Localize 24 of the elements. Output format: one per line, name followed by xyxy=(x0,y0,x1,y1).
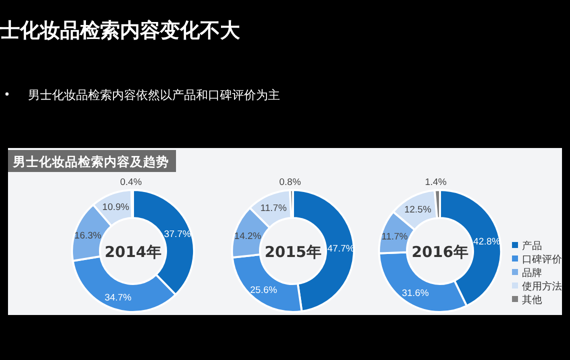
data-label: 25.6% xyxy=(250,284,278,296)
data-label: 37.7% xyxy=(164,228,192,240)
data-label: 11.7% xyxy=(260,203,288,214)
data-label: 31.6% xyxy=(402,288,430,300)
data-label: 11.7% xyxy=(381,231,408,242)
data-label: 14.2% xyxy=(234,231,262,242)
data-label: 10.9% xyxy=(102,202,130,214)
text: 2015年 xyxy=(264,243,322,261)
data-label: 16.3% xyxy=(74,230,102,242)
legend-label: 产品 xyxy=(522,240,542,252)
text: 2016年 xyxy=(412,243,468,261)
legend-label: 口碑评价 xyxy=(522,254,562,266)
data-label: 0.8% xyxy=(279,177,302,188)
text: 士化妆品检索内容变化不大 xyxy=(0,18,241,42)
data-label: 1.4% xyxy=(424,177,448,188)
text: 2014年 xyxy=(104,243,162,261)
data-label: 34.7% xyxy=(104,292,132,304)
data-label: 12.5% xyxy=(404,204,432,216)
text: 男士化妆品检索内容依然以产品和口碑评价为主 xyxy=(28,88,280,102)
legend-label: 使用方法 xyxy=(522,280,562,292)
legend-label: 品牌 xyxy=(522,267,542,279)
text: 男士化妆品检索内容及趋势 xyxy=(12,154,169,169)
legend-label: 其他 xyxy=(522,294,542,306)
data-label: 0.4% xyxy=(120,177,142,188)
